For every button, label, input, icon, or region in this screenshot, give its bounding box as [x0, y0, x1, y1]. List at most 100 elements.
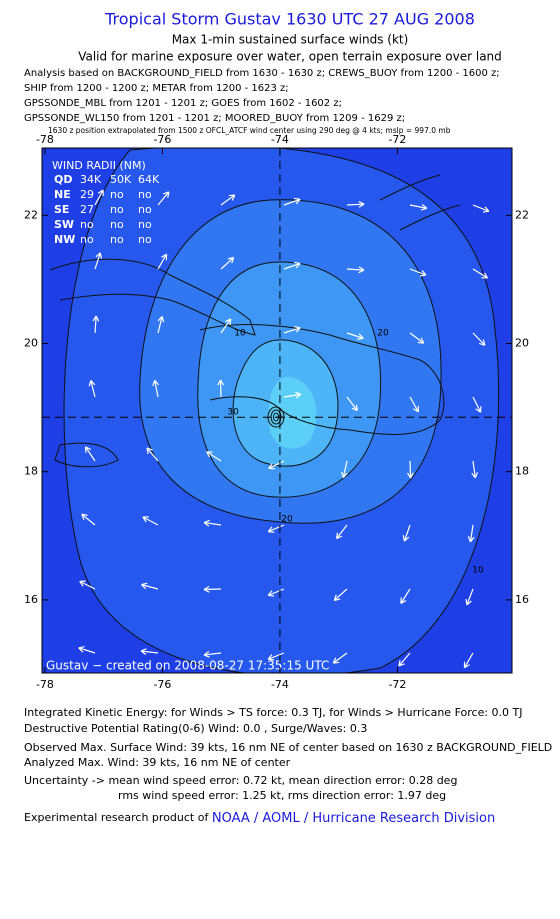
wind-arrow — [157, 253, 168, 270]
contour-label: 10 — [472, 566, 484, 576]
wind-arrow — [146, 447, 159, 462]
wind-field — [42, 148, 512, 673]
y-tick-label: 18 — [24, 465, 38, 478]
wind-arrow — [409, 396, 419, 413]
wind-arrow — [335, 524, 348, 540]
radii-cell: SE — [54, 203, 69, 216]
source-line: GPSSONDE_MBL from 1201 - 1201 z; GOES fr… — [24, 98, 342, 109]
x-tick-label: -78 — [36, 678, 54, 691]
wind-arrow — [79, 580, 96, 590]
wind-arrow — [84, 446, 96, 462]
footer-line: Destructive Potential Rating(0-6) Wind: … — [24, 722, 367, 735]
radii-cell: no — [138, 188, 152, 201]
wind-arrow — [92, 315, 100, 334]
source-line: GPSSONDE_WL150 from 1201 - 1201 z; MOORE… — [24, 113, 405, 124]
wind-arrow — [81, 513, 96, 526]
wind-arrow — [220, 318, 232, 334]
x-tick-label: -74 — [271, 678, 289, 691]
wind-arrow — [472, 332, 486, 346]
y-tick-label: 20 — [24, 337, 38, 350]
radii-cell: no — [138, 203, 152, 216]
wind-arrow — [152, 379, 160, 398]
wind-arrow — [463, 652, 474, 669]
radii-cell: 50K — [110, 173, 132, 186]
y-tick-label: 16 — [24, 593, 38, 606]
wind-vectors — [78, 189, 490, 669]
radii-cell: no — [138, 218, 152, 231]
wind-arrow — [157, 316, 165, 334]
x-tick-label: -76 — [153, 678, 171, 691]
radii-cell: no — [110, 203, 124, 216]
x-tick-label: -76 — [153, 133, 171, 146]
radii-cell: no — [138, 233, 152, 246]
wind-arrow — [400, 588, 411, 604]
contours — [63, 148, 500, 673]
wind-arrow — [467, 524, 475, 543]
wind-arrow — [409, 268, 427, 277]
source-line: SHIP from 1200 - 1200 z; METAR from 1200… — [24, 83, 289, 94]
wind-arrow — [341, 460, 348, 479]
wind-arrow — [203, 650, 222, 658]
wind-arrow — [217, 379, 225, 398]
credit: Gustav − created on 2008-08-27 17:35:15 … — [46, 659, 329, 673]
wind-arrow — [346, 396, 358, 412]
wind-arrow — [94, 252, 103, 270]
radii-title: WIND RADII (NM) — [52, 159, 146, 172]
wind-arrow — [268, 460, 285, 470]
wind-arrow — [471, 460, 479, 479]
wind-arrow — [94, 189, 104, 206]
wind-arrow — [332, 652, 348, 664]
y-tick-label: 16 — [515, 593, 529, 606]
x-tick-label: -72 — [388, 133, 406, 146]
wind-arrow — [333, 588, 348, 601]
radii-cell: NW — [54, 233, 75, 246]
wind-arrow — [398, 652, 411, 667]
wind-arrow — [220, 256, 235, 270]
source-line: Analysis based on BACKGROUND_FIELD from … — [24, 68, 500, 79]
y-tick-label: 20 — [515, 337, 529, 350]
wind-arrow — [283, 197, 301, 206]
wind-arrow — [140, 648, 159, 655]
wind-arrow — [267, 652, 285, 661]
wind-arrow — [206, 451, 222, 462]
radii-cell: 64K — [138, 173, 160, 186]
y-tick-label: 22 — [515, 208, 529, 221]
radii-cell: 29 — [80, 188, 94, 201]
wind-arrow — [472, 268, 489, 279]
wind-arrow — [409, 203, 428, 211]
y-tick-label: 18 — [515, 465, 529, 478]
contour-label: 10 — [234, 329, 246, 339]
radii-cell: 34K — [80, 173, 102, 186]
contour-label: 30 — [227, 408, 239, 418]
validity: Valid for marine exposure over water, op… — [78, 50, 502, 64]
wind-arrow — [203, 519, 222, 527]
radii-cell: SW — [54, 218, 74, 231]
x-tick-label: -72 — [388, 678, 406, 691]
subtitle: Max 1-min sustained surface winds (kt) — [172, 33, 409, 47]
contour-label: 20 — [377, 329, 389, 339]
wind-arrow — [407, 460, 414, 479]
wind-arrow — [141, 582, 159, 590]
wind-arrow — [78, 646, 96, 654]
product-text: Experimental research product of — [24, 811, 209, 824]
footer-line: Uncertainty -> mean wind speed error: 0.… — [24, 774, 457, 787]
note: 1630 z position extrapolated from 1500 z… — [48, 126, 451, 135]
radii-cell: 27 — [80, 203, 94, 216]
wind-arrow — [409, 332, 425, 344]
wind-arrow — [472, 204, 490, 213]
radii-cell: no — [80, 218, 94, 231]
center-marker — [274, 412, 285, 423]
wind-arrow — [142, 516, 159, 526]
x-tick-label: -78 — [36, 133, 54, 146]
region-inner — [268, 376, 317, 449]
wind-arrow — [267, 524, 285, 533]
link[interactable]: NOAA / AOML / Hurricane Research Divisio… — [212, 811, 495, 826]
wind-arrow — [267, 588, 285, 597]
title: Tropical Storm Gustav 1630 UTC 27 AUG 20… — [104, 10, 475, 29]
product: Experimental research product of NOAA / … — [24, 811, 495, 826]
wind-arrow — [402, 524, 411, 542]
wind-arrow — [88, 380, 96, 398]
contour-label: 20 — [281, 515, 293, 525]
x-tick-label: -74 — [271, 133, 289, 146]
